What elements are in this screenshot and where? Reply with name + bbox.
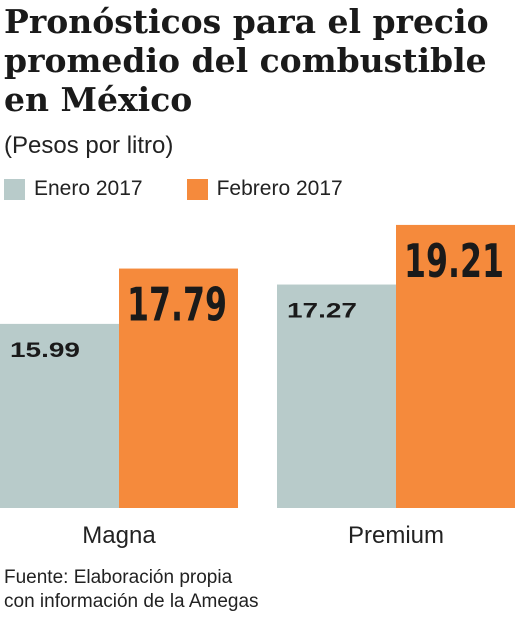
data-label-magna-enero: 15.99 bbox=[10, 339, 80, 362]
chart-legend: Enero 2017 Febrero 2017 bbox=[4, 174, 387, 204]
data-label-premium-enero: 17.27 bbox=[287, 300, 357, 323]
chart-title: Pronósticos para el precio promedio del … bbox=[4, 2, 509, 119]
legend-item-febrero: Febrero 2017 bbox=[186, 177, 343, 201]
source-line: con información de la Amegas bbox=[4, 591, 259, 612]
legend-label-enero: Enero 2017 bbox=[34, 177, 143, 200]
bar-magna-febrero bbox=[119, 268, 238, 508]
legend-label-febrero: Febrero 2017 bbox=[216, 177, 343, 200]
bar-chart: 15.99 17.79 Magna 17.27 19.21 Premium bbox=[0, 224, 515, 549]
legend-item-enero: Enero 2017 bbox=[4, 177, 143, 201]
bar-premium-enero bbox=[277, 284, 396, 508]
chart-subtitle: (Pesos por litro) bbox=[4, 132, 174, 159]
x-tick-label: Magna bbox=[82, 522, 156, 549]
chart-title-line: promedio del combustible bbox=[4, 41, 487, 80]
source-line: Fuente: Elaboración propia bbox=[4, 567, 233, 588]
data-label-premium-febrero: 19.21 bbox=[404, 234, 504, 288]
x-tick-label: Premium bbox=[348, 522, 444, 549]
data-label-magna-febrero: 17.79 bbox=[127, 278, 227, 332]
bar-premium-febrero bbox=[396, 224, 515, 508]
source-note: Fuente: Elaboración propia con informaci… bbox=[4, 566, 259, 614]
legend-swatch-febrero bbox=[186, 178, 208, 200]
chart-title-line: en México bbox=[4, 80, 193, 119]
bar-magna-enero bbox=[0, 323, 119, 508]
legend-swatch-enero bbox=[4, 178, 25, 200]
chart-title-line: Pronósticos para el precio bbox=[4, 2, 489, 41]
